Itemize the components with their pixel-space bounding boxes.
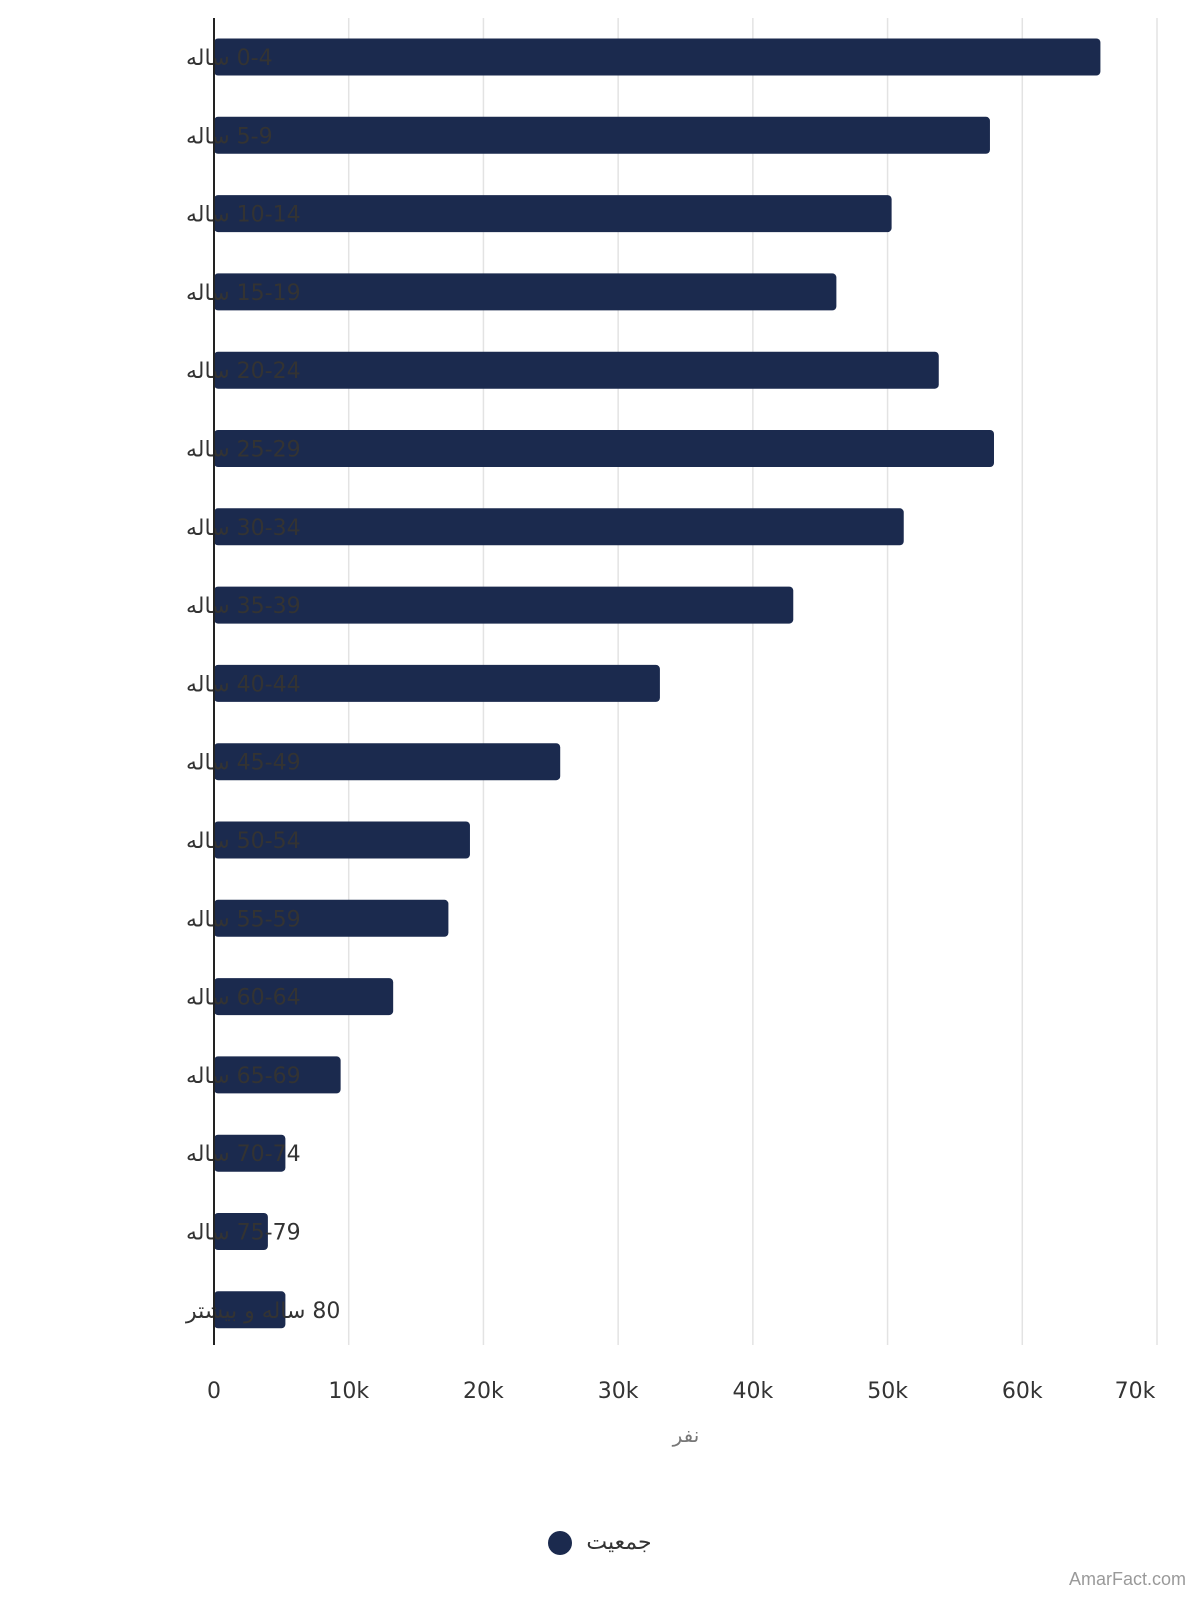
category-label: 50-54 ساله bbox=[186, 829, 301, 854]
bar[interactable] bbox=[214, 1134, 286, 1172]
x-tick-label: 30k bbox=[598, 1379, 639, 1404]
bar[interactable] bbox=[214, 1056, 341, 1094]
category-label: 65-69 ساله bbox=[186, 1064, 301, 1089]
bar[interactable] bbox=[214, 38, 1101, 76]
category-label: 45-49 ساله bbox=[186, 751, 301, 776]
bar[interactable] bbox=[214, 273, 837, 311]
bar[interactable] bbox=[214, 1291, 286, 1329]
bar[interactable] bbox=[214, 351, 939, 389]
bars bbox=[214, 38, 1101, 1329]
category-label: 60-64 ساله bbox=[186, 986, 301, 1011]
bar[interactable] bbox=[214, 978, 394, 1016]
bar[interactable] bbox=[214, 743, 561, 781]
legend[interactable]: جمعیت bbox=[0, 1530, 1200, 1555]
category-label: 35-39 ساله bbox=[186, 594, 301, 619]
x-tick-label: 10k bbox=[328, 1379, 369, 1404]
x-tick-label: 70k bbox=[1115, 1379, 1156, 1404]
x-tick-labels: 0 10k 20k 30k 40k 50k 60k 70k bbox=[207, 1379, 1156, 1404]
category-label: 30-34 ساله bbox=[186, 516, 301, 541]
category-label: 15-19 ساله bbox=[186, 281, 301, 306]
category-label: 0-4 ساله bbox=[186, 46, 273, 71]
category-label: 5-9 ساله bbox=[186, 124, 273, 149]
x-axis-title: نفر bbox=[672, 1423, 700, 1447]
category-label: 80 ساله و بیشتر bbox=[185, 1299, 340, 1324]
category-label: 25-29 ساله bbox=[186, 438, 301, 463]
category-labels: 0-4 ساله 5-9 ساله 10-14 ساله 15-19 ساله 20-2… bbox=[185, 46, 340, 1324]
bar-chart: 0-4 ساله 5-9 ساله 10-14 ساله 15-19 ساله 20-2… bbox=[185, 18, 1158, 1447]
bar[interactable] bbox=[214, 664, 660, 702]
category-label: 70-74 ساله bbox=[186, 1142, 301, 1167]
x-tick-label: 60k bbox=[1002, 1379, 1043, 1404]
legend-label: جمعیت bbox=[586, 1530, 652, 1555]
bar[interactable] bbox=[214, 586, 794, 624]
bar[interactable] bbox=[214, 195, 892, 233]
bar[interactable] bbox=[214, 508, 904, 546]
bar[interactable] bbox=[214, 116, 990, 154]
x-tick-label: 50k bbox=[867, 1379, 908, 1404]
bar[interactable] bbox=[214, 899, 449, 937]
bar[interactable] bbox=[214, 1213, 268, 1250]
category-label: 55-59 ساله bbox=[186, 907, 301, 932]
bar[interactable] bbox=[214, 430, 994, 467]
watermark: AmarFact.com bbox=[1068, 1569, 1186, 1589]
category-label: 40-44 ساله bbox=[186, 672, 301, 697]
x-tick-label: 0 bbox=[207, 1379, 221, 1404]
legend-marker bbox=[548, 1530, 573, 1555]
x-tick-label: 20k bbox=[463, 1379, 504, 1404]
category-label: 20-24 ساله bbox=[186, 359, 301, 384]
bar[interactable] bbox=[214, 821, 470, 859]
category-label: 10-14 ساله bbox=[186, 203, 301, 228]
category-label: 75-79 ساله bbox=[186, 1221, 301, 1246]
x-tick-label: 40k bbox=[732, 1379, 773, 1404]
